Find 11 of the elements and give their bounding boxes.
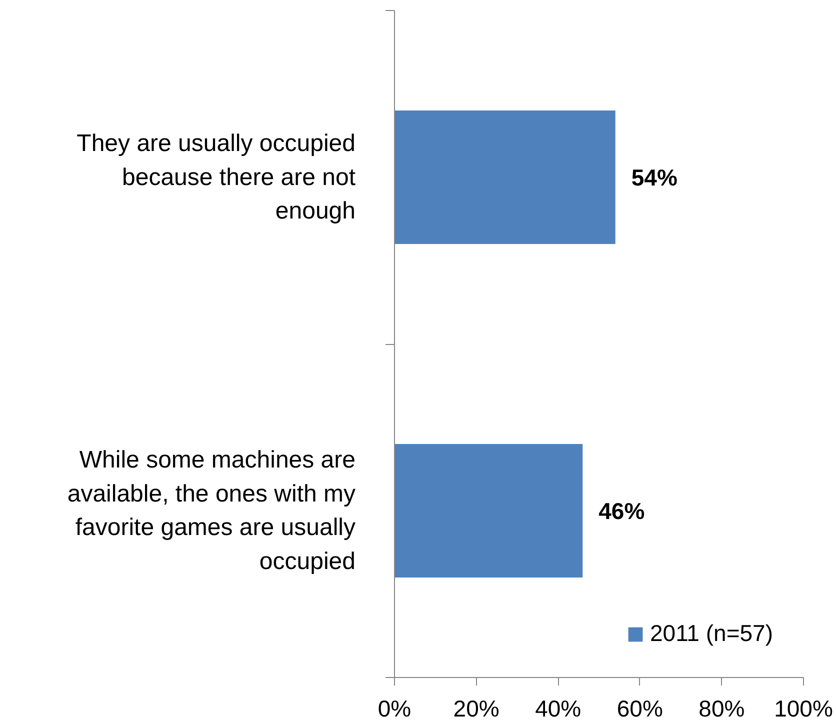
data-label: 46%	[598, 498, 645, 524]
data-label: 54%	[631, 164, 678, 190]
x-tick-label: 80%	[698, 696, 745, 722]
y-tick-label: They are usually occupied because there are not enough	[76, 130, 356, 224]
x-tick-label: 20%	[453, 696, 500, 722]
x-tick-label: 40%	[535, 696, 582, 722]
legend-label: 2011 (n=57)	[650, 620, 773, 647]
y-tick-label: While some machines are available, the ones with my favorite games are usually occupied	[67, 446, 356, 575]
x-tick-label: 60%	[616, 696, 663, 722]
x-tick-label: 0%	[378, 696, 412, 722]
x-tick-label: 100%	[774, 696, 833, 722]
